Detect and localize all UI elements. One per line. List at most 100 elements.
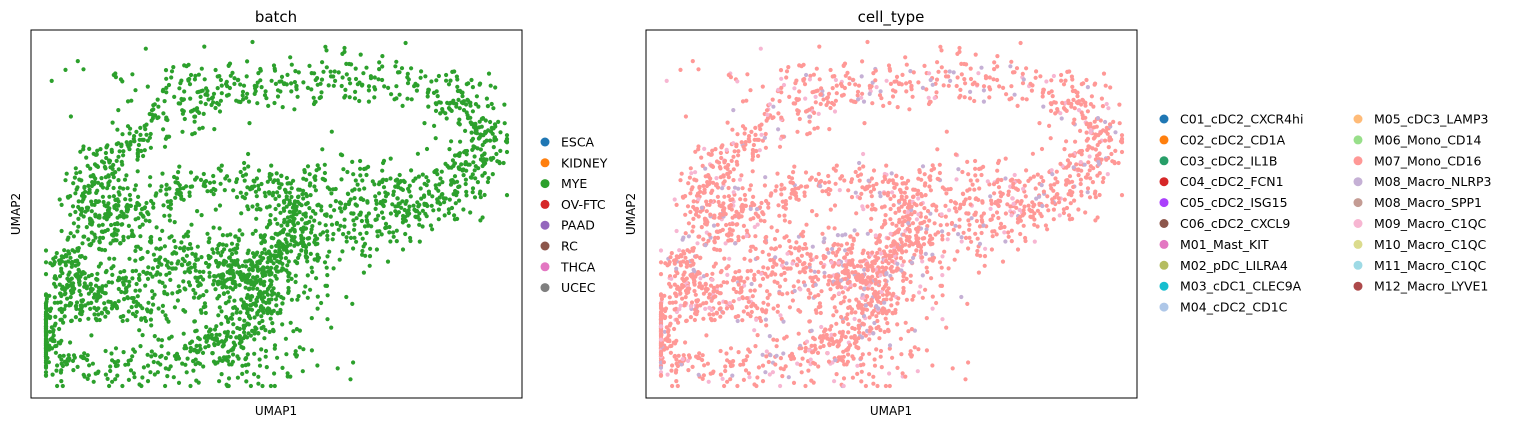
data-point bbox=[994, 232, 999, 237]
data-point bbox=[134, 281, 139, 287]
data-point bbox=[873, 233, 878, 238]
data-point bbox=[754, 317, 759, 322]
data-point bbox=[262, 190, 267, 195]
data-point bbox=[315, 163, 320, 168]
data-point bbox=[939, 65, 944, 70]
data-point bbox=[729, 158, 734, 163]
data-point bbox=[78, 292, 83, 297]
data-point bbox=[328, 214, 333, 219]
data-point bbox=[55, 383, 60, 389]
data-point bbox=[322, 170, 327, 176]
data-point bbox=[872, 320, 877, 326]
data-point bbox=[463, 128, 468, 133]
data-point bbox=[342, 224, 347, 229]
data-point bbox=[448, 182, 454, 187]
data-point bbox=[828, 274, 833, 279]
data-point bbox=[279, 74, 285, 79]
data-point bbox=[893, 210, 898, 215]
data-point bbox=[186, 246, 191, 251]
data-point bbox=[185, 356, 190, 361]
data-point bbox=[138, 125, 143, 130]
data-point bbox=[224, 243, 229, 248]
data-point bbox=[231, 322, 236, 327]
data-point bbox=[720, 376, 725, 381]
data-point bbox=[100, 284, 105, 289]
data-point bbox=[253, 228, 258, 233]
data-point bbox=[217, 109, 223, 114]
legend-label: MYE bbox=[561, 176, 587, 191]
data-point bbox=[352, 96, 358, 101]
data-point bbox=[189, 246, 194, 251]
data-point bbox=[168, 202, 174, 207]
data-point bbox=[136, 142, 141, 148]
data-point bbox=[416, 204, 421, 209]
data-point bbox=[201, 269, 206, 274]
data-point bbox=[403, 231, 408, 237]
data-point bbox=[420, 224, 425, 229]
data-point bbox=[963, 197, 968, 202]
data-point bbox=[417, 239, 422, 244]
data-point bbox=[928, 188, 934, 193]
data-point bbox=[815, 125, 820, 130]
legend-label: THCA bbox=[560, 259, 596, 274]
data-point bbox=[947, 69, 952, 74]
data-point bbox=[83, 303, 88, 308]
data-point bbox=[691, 224, 696, 229]
data-point bbox=[853, 190, 858, 195]
data-point bbox=[853, 310, 858, 315]
data-point bbox=[859, 74, 864, 79]
data-point bbox=[354, 239, 359, 244]
data-point bbox=[159, 344, 164, 349]
data-point bbox=[200, 125, 205, 130]
data-point bbox=[777, 99, 782, 104]
data-point bbox=[76, 204, 81, 210]
data-point bbox=[196, 335, 201, 340]
data-point bbox=[95, 271, 100, 276]
data-point bbox=[341, 167, 346, 172]
data-point bbox=[309, 265, 314, 270]
data-point bbox=[188, 109, 194, 114]
data-point bbox=[218, 253, 224, 258]
data-point bbox=[764, 308, 769, 313]
data-point bbox=[877, 295, 882, 300]
data-point bbox=[435, 94, 440, 99]
data-point bbox=[115, 278, 121, 283]
data-point bbox=[883, 213, 888, 218]
data-point bbox=[760, 352, 765, 357]
data-point bbox=[473, 127, 478, 133]
data-point bbox=[270, 193, 275, 198]
data-point bbox=[492, 135, 497, 140]
data-point bbox=[778, 68, 784, 73]
data-point bbox=[680, 237, 685, 242]
data-point bbox=[188, 383, 193, 389]
data-point bbox=[289, 89, 294, 94]
data-point bbox=[753, 234, 758, 239]
data-point bbox=[286, 289, 291, 294]
data-point bbox=[88, 281, 93, 286]
data-point bbox=[394, 228, 399, 233]
data-point bbox=[192, 348, 197, 353]
data-point bbox=[367, 254, 373, 259]
data-point bbox=[409, 168, 414, 173]
data-point bbox=[334, 220, 340, 226]
data-point bbox=[997, 84, 1002, 89]
data-point bbox=[347, 77, 352, 82]
data-point bbox=[231, 188, 236, 193]
data-point bbox=[967, 196, 972, 201]
data-point bbox=[433, 183, 438, 188]
data-point bbox=[107, 256, 112, 261]
data-point bbox=[766, 205, 771, 210]
data-point bbox=[760, 309, 765, 314]
data-point bbox=[244, 275, 249, 280]
data-point bbox=[888, 206, 893, 212]
data-point bbox=[927, 184, 932, 189]
data-point bbox=[697, 184, 702, 189]
data-point bbox=[807, 131, 812, 136]
data-point bbox=[141, 214, 146, 219]
data-point bbox=[283, 256, 288, 261]
data-point bbox=[293, 69, 298, 74]
data-point bbox=[854, 275, 859, 280]
data-point bbox=[193, 177, 198, 182]
data-point bbox=[453, 201, 458, 206]
data-point bbox=[973, 212, 978, 217]
